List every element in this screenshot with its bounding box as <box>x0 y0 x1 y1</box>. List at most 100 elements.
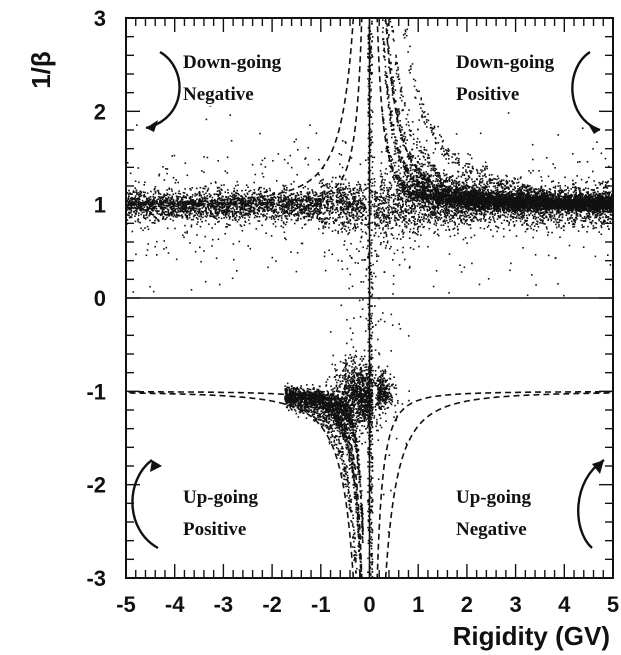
data-point <box>303 212 306 214</box>
data-point <box>575 217 577 219</box>
data-point <box>472 191 474 194</box>
data-point <box>456 225 459 228</box>
data-point <box>364 206 366 208</box>
data-point <box>405 198 408 201</box>
data-point <box>262 215 265 218</box>
data-point <box>315 192 318 194</box>
data-point <box>341 221 344 224</box>
data-point <box>135 189 138 191</box>
data-point <box>136 206 138 208</box>
data-point <box>233 200 236 203</box>
data-point <box>185 197 187 199</box>
data-point <box>297 211 299 213</box>
data-point <box>401 205 404 207</box>
data-point <box>312 215 314 217</box>
data-point <box>160 197 162 200</box>
data-point <box>383 241 385 243</box>
data-point <box>536 223 539 225</box>
data-point <box>360 228 363 231</box>
data-point <box>423 216 425 218</box>
data-point <box>446 213 449 215</box>
data-point <box>340 193 342 196</box>
data-point <box>240 213 243 216</box>
data-point <box>588 176 590 179</box>
data-point <box>305 199 308 201</box>
data-point <box>137 220 140 223</box>
data-point <box>524 230 527 233</box>
data-point <box>206 195 209 197</box>
data-point <box>134 215 136 217</box>
data-point <box>143 195 145 197</box>
data-point <box>148 214 150 217</box>
data-point <box>518 214 520 217</box>
data-point <box>293 209 295 212</box>
data-point <box>460 215 463 217</box>
data-point <box>353 226 355 229</box>
data-point <box>382 192 384 194</box>
data-point <box>387 198 389 201</box>
data-point <box>418 216 420 218</box>
data-point <box>318 211 321 214</box>
data-point <box>296 197 299 200</box>
data-point <box>248 216 251 218</box>
data-point <box>487 224 490 227</box>
data-point <box>576 175 578 177</box>
data-point <box>169 212 171 215</box>
data-point <box>231 213 234 216</box>
data-point <box>263 214 265 216</box>
data-point <box>417 227 419 229</box>
data-point <box>348 184 350 187</box>
data-point <box>313 198 316 200</box>
data-point <box>342 209 344 211</box>
data-point <box>432 204 435 206</box>
data-point <box>352 213 355 216</box>
data-point <box>390 227 393 230</box>
data-point <box>310 207 312 210</box>
data-point <box>248 213 250 215</box>
data-point <box>248 196 251 199</box>
data-point <box>410 209 413 211</box>
data-point <box>155 200 158 203</box>
data-point <box>499 214 502 217</box>
data-point <box>398 216 401 218</box>
data-point <box>264 214 266 217</box>
data-point <box>266 190 268 193</box>
data-point <box>221 198 224 201</box>
data-point <box>129 207 132 210</box>
data-point <box>443 213 446 215</box>
data-point <box>341 231 343 233</box>
data-point <box>147 199 149 202</box>
data-point <box>338 200 341 203</box>
data-point <box>217 221 219 223</box>
data-point <box>574 186 576 189</box>
data-point <box>405 179 408 181</box>
data-point <box>476 213 478 215</box>
data-point <box>264 201 267 204</box>
data-point <box>244 209 247 211</box>
data-point <box>235 184 237 187</box>
data-point <box>493 214 496 216</box>
data-point <box>458 210 461 212</box>
data-point <box>217 213 219 216</box>
data-point <box>387 191 389 194</box>
data-point <box>332 202 335 205</box>
data-point <box>284 215 287 218</box>
data-point <box>406 221 408 224</box>
data-point <box>526 214 528 217</box>
data-point <box>360 206 363 209</box>
data-point <box>585 213 588 215</box>
data-point <box>465 210 468 213</box>
data-point <box>395 203 397 205</box>
data-point <box>319 206 321 208</box>
data-point <box>414 218 416 220</box>
data-point <box>373 210 376 212</box>
data-point <box>204 219 207 222</box>
data-point <box>463 223 466 225</box>
data-point <box>531 223 533 226</box>
data-point <box>388 195 391 197</box>
data-point <box>130 210 133 212</box>
data-point <box>400 206 402 208</box>
data-point <box>286 218 289 220</box>
data-point <box>604 186 607 189</box>
data-point <box>174 203 177 205</box>
